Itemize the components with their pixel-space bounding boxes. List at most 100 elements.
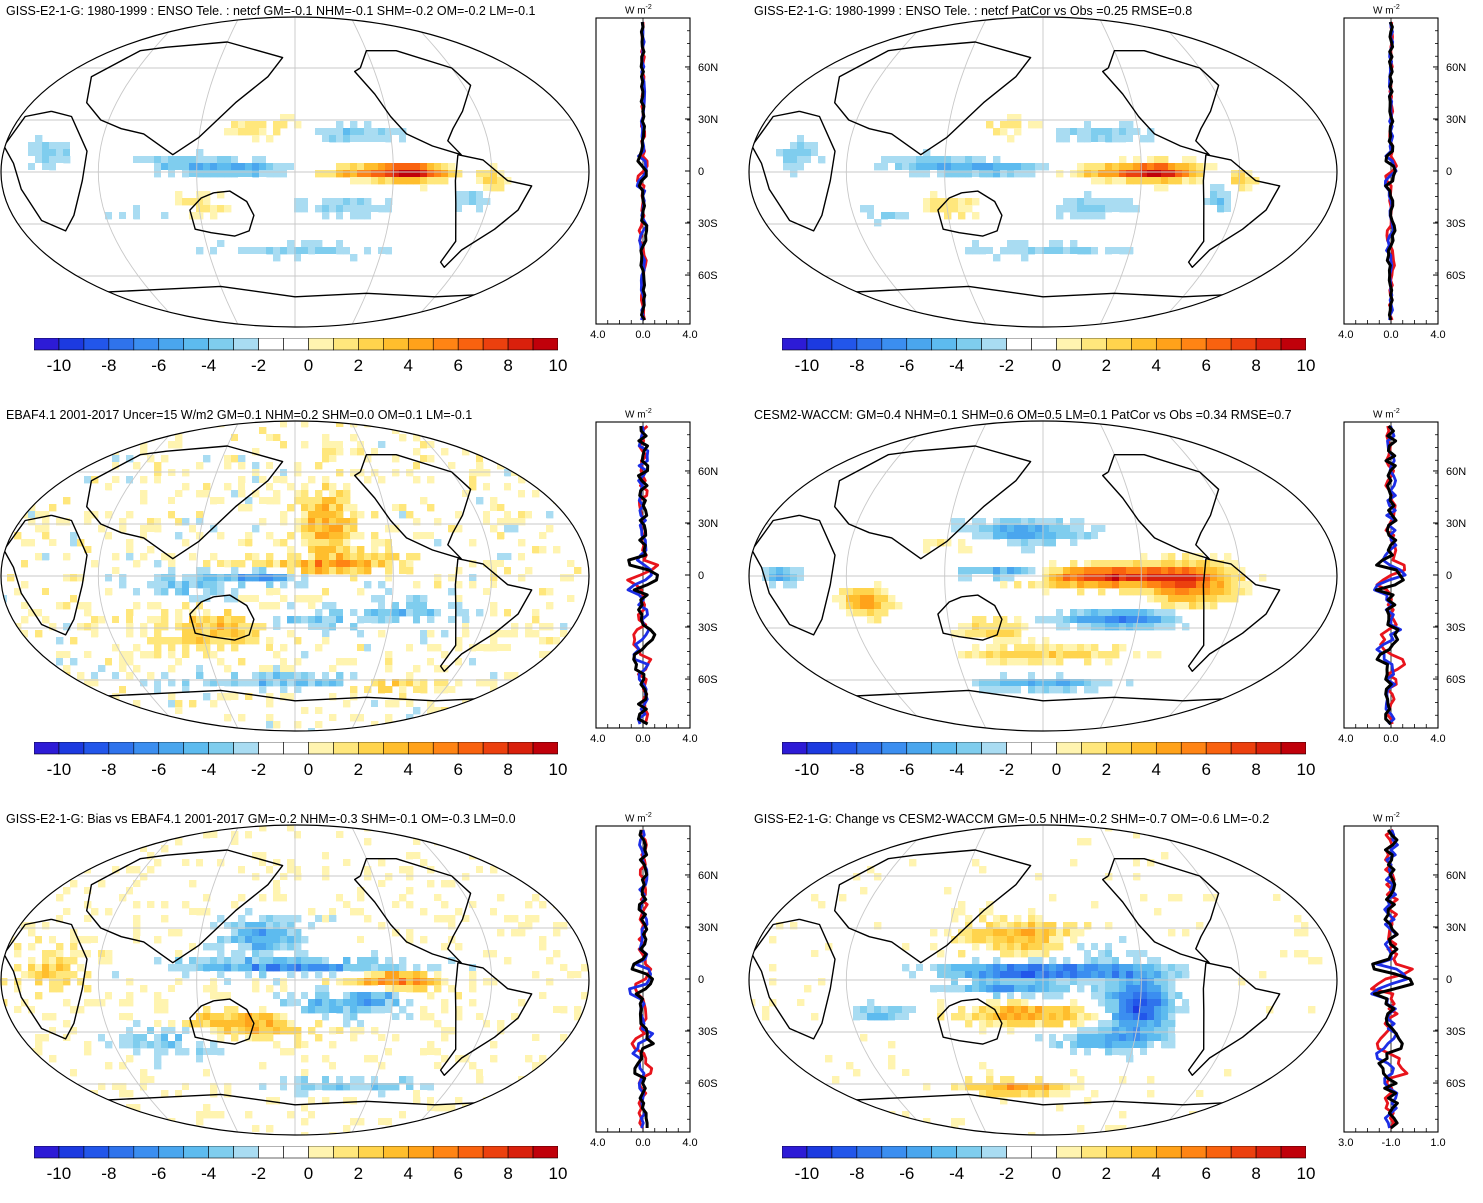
colorbar-swatch <box>458 338 483 350</box>
colorbar-swatch <box>1106 1146 1131 1158</box>
colorbar <box>782 1146 1306 1164</box>
colorbar-swatch <box>957 338 982 350</box>
colorbar-swatch <box>308 1146 333 1158</box>
colorbar <box>34 1146 558 1164</box>
colorbar-label: -4 <box>949 1164 964 1184</box>
colorbar-swatch <box>907 338 932 350</box>
colorbar-label: 10 <box>549 1164 568 1184</box>
map-panel: EBAF4.1 2001-2017 Uncer=15 W/m2 GM=0.1 N… <box>0 404 740 799</box>
colorbar-label: 4 <box>404 1164 413 1184</box>
colorbar-swatch <box>159 742 184 754</box>
colorbar-label: 10 <box>1297 1164 1316 1184</box>
latitude-label: 30S <box>698 622 718 634</box>
colorbar-label: 0 <box>304 356 313 376</box>
colorbar-swatch <box>1131 742 1156 754</box>
colorbar-swatch <box>533 338 558 350</box>
colorbar-swatch <box>1206 1146 1231 1158</box>
colorbar-swatch <box>234 338 259 350</box>
colorbar-swatch <box>134 742 159 754</box>
colorbar-swatch <box>408 1146 433 1158</box>
colorbar-swatch <box>84 742 109 754</box>
latitude-label: 60S <box>1446 1078 1466 1090</box>
colorbar-swatch <box>84 1146 109 1158</box>
colorbar-label: 6 <box>453 760 462 780</box>
colorbar-label: -8 <box>101 760 116 780</box>
colorbar-swatch <box>508 1146 533 1158</box>
colorbar-swatch <box>807 742 832 754</box>
colorbar-label: 6 <box>1201 760 1210 780</box>
colorbar-label: -2 <box>999 1164 1014 1184</box>
colorbar-label: -6 <box>899 760 914 780</box>
latitude-label: 30N <box>698 114 718 126</box>
colorbar-swatch <box>1156 1146 1181 1158</box>
colorbar-swatch <box>508 338 533 350</box>
latitude-label: 60S <box>698 270 718 282</box>
colorbar-label: -8 <box>101 1164 116 1184</box>
colorbar-label: 6 <box>1201 1164 1210 1184</box>
colorbar-swatch <box>134 338 159 350</box>
colorbar-label: 8 <box>1251 1164 1260 1184</box>
colorbar-swatch <box>907 742 932 754</box>
colorbar-label: 2 <box>354 1164 363 1184</box>
zonal-x-tick-label: 0.0 <box>635 733 650 745</box>
colorbar-swatch <box>1181 338 1206 350</box>
colorbar-swatch <box>284 742 309 754</box>
latitude-label: 60S <box>698 1078 718 1090</box>
colorbar-label: -2 <box>999 760 1014 780</box>
colorbar-swatch <box>982 742 1007 754</box>
colorbar-swatch <box>358 1146 383 1158</box>
colorbar-label: 2 <box>1102 1164 1111 1184</box>
colorbar-swatch <box>1231 1146 1256 1158</box>
colorbar-swatch <box>1081 742 1106 754</box>
world-map <box>0 824 590 1141</box>
colorbar-swatch <box>383 1146 408 1158</box>
colorbar-swatch <box>1281 338 1306 350</box>
latitude-label: 30N <box>1446 922 1466 934</box>
colorbar-swatch <box>159 1146 184 1158</box>
colorbar-label: 2 <box>354 356 363 376</box>
colorbar-swatch <box>1032 1146 1057 1158</box>
colorbar-swatch <box>1131 338 1156 350</box>
latitude-label: 0 <box>698 570 704 582</box>
world-map <box>0 16 590 333</box>
colorbar-label: -6 <box>151 760 166 780</box>
zonal-x-tick-label: -4.0 <box>1338 329 1353 341</box>
zonal-units-label: W m-2 <box>1373 408 1400 420</box>
zonal-units-label: W m-2 <box>1373 812 1400 824</box>
colorbar-label: -4 <box>201 760 216 780</box>
latitude-label: 30S <box>698 218 718 230</box>
colorbar-swatch <box>1231 742 1256 754</box>
colorbar-swatch <box>957 742 982 754</box>
colorbar-swatch <box>333 1146 358 1158</box>
colorbar-swatch <box>1206 742 1231 754</box>
colorbar-swatch <box>109 338 134 350</box>
colorbar-label: -10 <box>795 760 820 780</box>
colorbar-label: -4 <box>949 760 964 780</box>
colorbar-swatch <box>483 742 508 754</box>
colorbar-label: 4 <box>1152 760 1161 780</box>
colorbar-swatch <box>333 742 358 754</box>
map-panel: GISS-E2-1-G: Bias vs EBAF4.1 2001-2017 G… <box>0 808 740 1203</box>
colorbar-swatch <box>533 1146 558 1158</box>
colorbar-swatch <box>1032 742 1057 754</box>
latitude-label: 60N <box>1446 62 1466 74</box>
colorbar-swatch <box>832 742 857 754</box>
zonal-units-label: W m-2 <box>1373 4 1400 16</box>
colorbar-label: -10 <box>795 1164 820 1184</box>
colorbar-swatch <box>932 742 957 754</box>
colorbar-swatch <box>782 338 807 350</box>
colorbar-swatch <box>882 338 907 350</box>
colorbar-swatch <box>284 338 309 350</box>
zonal-x-tick-label: 0.0 <box>1383 733 1398 745</box>
colorbar-label: -8 <box>849 356 864 376</box>
colorbar-swatch <box>259 338 284 350</box>
colorbar-swatch <box>782 1146 807 1158</box>
latitude-label: 0 <box>1446 166 1452 178</box>
colorbar-swatch <box>1007 1146 1032 1158</box>
colorbar-label: -8 <box>101 356 116 376</box>
